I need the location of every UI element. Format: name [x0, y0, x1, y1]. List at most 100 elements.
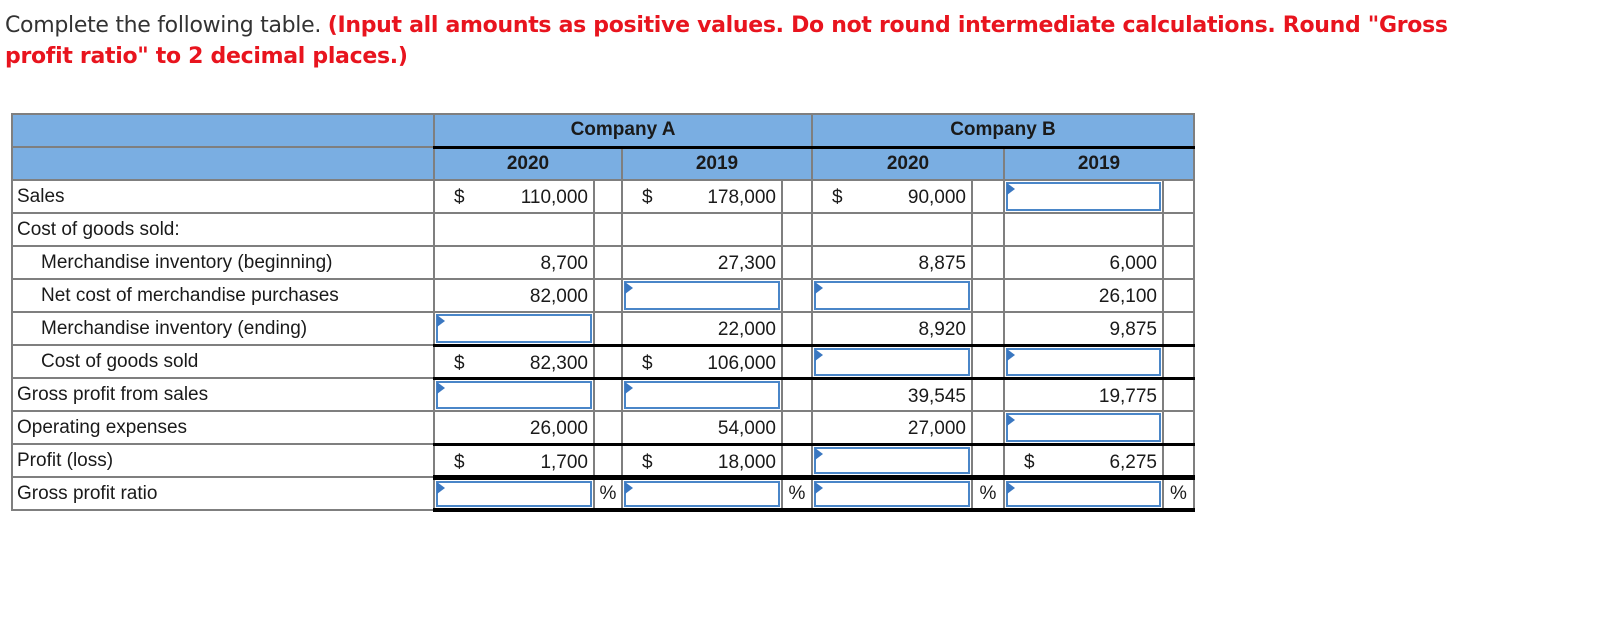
cell-a-2019: $106,000 [621, 343, 783, 379]
row-label: Operating expenses [11, 410, 435, 445]
answer-input[interactable] [1006, 347, 1161, 376]
amount-value: 8,875 [918, 253, 966, 274]
currency-symbol: $ [642, 187, 653, 208]
amount-value: 27,000 [907, 418, 966, 439]
suffix-cell: % [1162, 474, 1195, 512]
header-year-a-2020: 2020 [433, 146, 623, 181]
input-flag-icon [1007, 348, 1015, 361]
cell-b-2019[interactable] [1003, 474, 1164, 512]
suffix-cell [781, 442, 813, 478]
cell-b-2019: 26,100 [1003, 278, 1164, 313]
suffix-cell [781, 376, 813, 412]
cell-a-2019: 22,000 [621, 311, 783, 346]
amount-value: 22,000 [717, 319, 776, 340]
answer-input[interactable] [436, 314, 592, 343]
table-row: Merchandise inventory (ending) 22,000 8,92… [11, 311, 1195, 346]
suffix-cell [971, 179, 1005, 214]
suffix-cell [593, 179, 623, 214]
suffix-cell [593, 343, 623, 379]
cell-a-2019 [621, 212, 783, 247]
answer-input[interactable] [1006, 182, 1161, 211]
answer-input[interactable] [1006, 480, 1161, 507]
answer-input[interactable] [436, 380, 592, 409]
row-label: Gross profit ratio [11, 476, 435, 511]
row-label: Sales [11, 179, 435, 214]
row-label: Gross profit from sales [11, 377, 435, 412]
cell-a-2019[interactable] [621, 474, 783, 512]
suffix-cell [971, 410, 1005, 445]
header-year-a-2019: 2019 [621, 146, 813, 181]
cell-a-2020: $110,000 [433, 179, 595, 214]
input-flag-icon [437, 381, 445, 394]
suffix-cell [781, 179, 813, 214]
suffix-cell [781, 311, 813, 346]
suffix-cell [593, 311, 623, 346]
header-row-years: 2020 2019 2020 2019 [11, 146, 1195, 181]
cell-b-2020[interactable] [811, 343, 973, 379]
row-label: Merchandise inventory (beginning) [11, 245, 435, 280]
input-flag-icon [437, 481, 445, 494]
suffix-cell [971, 343, 1005, 379]
suffix-cell [593, 410, 623, 445]
answer-input[interactable] [814, 446, 970, 474]
suffix-cell [1162, 212, 1195, 247]
answer-input[interactable] [436, 480, 592, 507]
cell-b-2020[interactable] [811, 442, 973, 478]
cell-b-2020: 39,545 [811, 376, 973, 412]
amount-value: 90,000 [907, 187, 966, 208]
input-flag-icon [815, 447, 823, 460]
cell-a-2019: $18,000 [621, 442, 783, 478]
cell-a-2020[interactable] [433, 474, 595, 512]
cell-b-2019[interactable] [1003, 179, 1164, 214]
cell-b-2020 [811, 212, 973, 247]
cell-a-2019[interactable] [621, 376, 783, 412]
suffix-cell [1162, 245, 1195, 280]
table-row: Cost of goods sold: [11, 212, 1195, 247]
answer-input[interactable] [814, 347, 970, 376]
cell-b-2019[interactable] [1003, 343, 1164, 379]
cell-a-2020: $1,700 [433, 442, 595, 478]
cell-b-2020[interactable] [811, 474, 973, 512]
answer-input[interactable] [624, 380, 780, 409]
answer-input[interactable] [624, 281, 780, 310]
amount-value: 26,000 [529, 418, 588, 439]
suffix-cell [1162, 376, 1195, 412]
cell-a-2020: 26,000 [433, 410, 595, 445]
amount-value: 106,000 [707, 352, 776, 374]
amount-value: 178,000 [707, 187, 776, 208]
answer-input[interactable] [814, 480, 970, 507]
cell-b-2019: 6,000 [1003, 245, 1164, 280]
cell-b-2020: 8,920 [811, 311, 973, 346]
currency-symbol: $ [454, 352, 465, 374]
cell-a-2020[interactable] [433, 311, 595, 346]
suffix-cell [1162, 410, 1195, 445]
input-flag-icon [625, 481, 633, 494]
cell-a-2019[interactable] [621, 278, 783, 313]
cell-b-2019 [1003, 212, 1164, 247]
input-flag-icon [1007, 183, 1015, 195]
cell-b-2020: 27,000 [811, 410, 973, 445]
amount-value: 39,545 [907, 385, 966, 407]
cell-a-2020[interactable] [433, 376, 595, 412]
row-label: Cost of goods sold [11, 344, 435, 379]
cell-b-2020[interactable] [811, 278, 973, 313]
input-flag-icon [815, 348, 823, 361]
suffix-cell [1162, 278, 1195, 313]
header-year-b-2020: 2020 [811, 146, 1005, 181]
header-year-b-2019: 2019 [1003, 146, 1195, 181]
suffix-cell: % [971, 474, 1005, 512]
amount-value: 6,000 [1109, 253, 1157, 274]
answer-input[interactable] [814, 281, 970, 310]
suffix-cell [781, 343, 813, 379]
input-flag-icon [815, 481, 823, 494]
amount-value: 26,100 [1098, 286, 1157, 307]
input-flag-icon [625, 282, 633, 294]
suffix-cell [971, 311, 1005, 346]
cell-a-2019: 27,300 [621, 245, 783, 280]
answer-input[interactable] [624, 480, 780, 507]
answer-input[interactable] [1006, 413, 1161, 442]
input-flag-icon [815, 282, 823, 294]
suffix-cell [1162, 442, 1195, 478]
cell-b-2019[interactable] [1003, 410, 1164, 445]
amount-value: 18,000 [717, 451, 776, 473]
